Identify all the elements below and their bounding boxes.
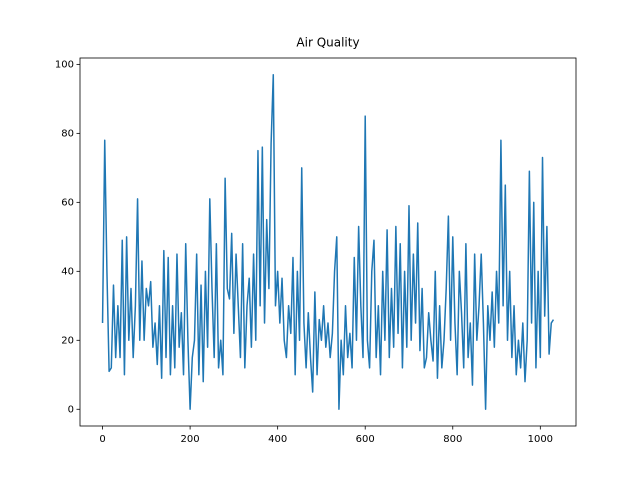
data-line — [101, 73, 555, 411]
x-tick-label: 600 — [356, 434, 375, 445]
x-tick-label: 1000 — [528, 434, 553, 445]
y-tick-label: 20 — [61, 335, 74, 346]
y-tick-label: 60 — [61, 197, 74, 208]
y-tick-label: 40 — [61, 266, 74, 277]
chart-title: Air Quality — [296, 36, 359, 50]
y-tick-label: 80 — [61, 128, 74, 139]
x-tick-label: 200 — [181, 434, 200, 445]
y-tick-label: 100 — [55, 59, 74, 70]
x-tick-label: 400 — [268, 434, 287, 445]
x-tick-label: 0 — [99, 434, 105, 445]
axes-frame — [79, 57, 577, 427]
x-tick-label: 800 — [443, 434, 462, 445]
y-tick-label: 0 — [68, 404, 74, 415]
